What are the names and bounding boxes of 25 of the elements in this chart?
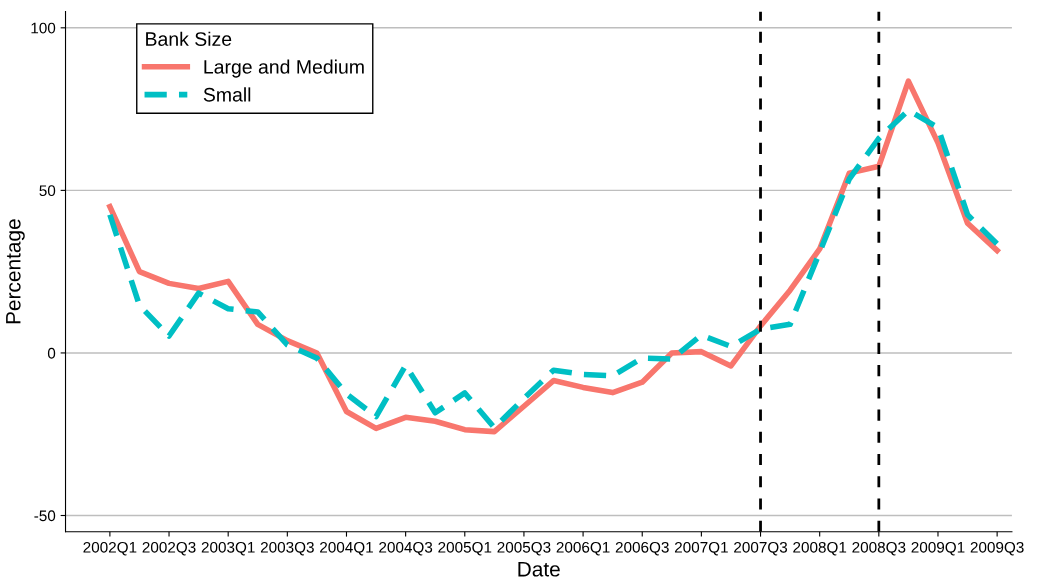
x-tick-label: 2003Q1 (201, 541, 255, 556)
legend-label: Small (203, 87, 251, 102)
legend-title: Bank Size (146, 31, 232, 46)
x-tick-label: 2005Q1 (438, 541, 492, 556)
x-tick-label: 2002Q3 (142, 541, 196, 556)
x-axis-title: Date (518, 562, 560, 577)
x-tick-label: 2007Q3 (734, 541, 788, 556)
x-tick-label: 2004Q3 (379, 541, 433, 556)
x-tick-label: 2006Q1 (556, 541, 610, 556)
legend-label: Large and Medium (204, 59, 364, 78)
y-tick-label: 100 (31, 22, 56, 34)
x-tick-label: 2009Q3 (970, 541, 1024, 556)
x-tick-label: 2008Q1 (793, 541, 847, 556)
x-tick-label: 2008Q3 (852, 541, 906, 556)
y-tick-label: -50 (34, 510, 56, 522)
x-tick-label: 2005Q3 (497, 541, 551, 556)
x-tick-label: 2004Q1 (320, 541, 373, 556)
x-tick-label: 2007Q1 (674, 541, 728, 556)
x-tick-label: 2003Q3 (260, 541, 314, 556)
x-tick-label: 2006Q3 (615, 541, 669, 556)
x-tick-label: 2002Q1 (83, 541, 137, 556)
y-tick-label: 50 (39, 185, 56, 197)
y-tick-label: 0 (47, 347, 56, 359)
y-axis-title: Percentage (6, 219, 25, 324)
x-tick-label: 2009Q1 (911, 541, 965, 556)
